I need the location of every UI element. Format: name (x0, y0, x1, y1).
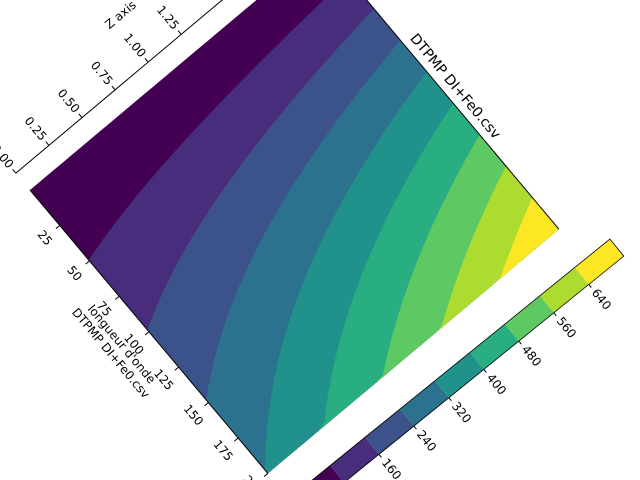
z-tick (12, 168, 17, 174)
contour-band (267, 166, 559, 474)
colorbar-tick (518, 340, 522, 345)
colorbar-tick (483, 369, 487, 373)
z-tick (45, 141, 50, 146)
x-tick (174, 366, 179, 371)
colorbar-segment (504, 295, 554, 342)
x-tick (204, 402, 209, 407)
colorbar-segment (365, 408, 414, 455)
colorbar-tick-label: 560 (554, 314, 579, 341)
z-tick-label: 1.00 (121, 31, 149, 60)
z-tick-label: 1.25 (154, 3, 182, 32)
x-axis (29, 189, 269, 474)
colorbar-segment (435, 352, 484, 398)
colorbar-tick (553, 312, 557, 317)
colorbar-segment (400, 380, 449, 427)
colorbar-tick-label: 640 (589, 286, 614, 313)
x-tick (263, 473, 269, 478)
colorbar-tick-label: 160 (379, 456, 404, 480)
colorbar-segment (470, 323, 519, 370)
colorbar-tick (413, 425, 417, 430)
z-axis (15, 0, 308, 174)
colorbar-tick-label: 240 (414, 428, 439, 455)
z-tick (177, 30, 182, 35)
plot-area: 2550751001251501752000.000.250.500.751.0… (0, 0, 560, 480)
colorbar-segment (295, 465, 344, 480)
x-tick-label: 25 (35, 228, 56, 249)
colorbar-segment (330, 437, 379, 480)
z-tick (144, 57, 149, 63)
z-tick (78, 113, 83, 118)
colorbar-tick (588, 284, 592, 288)
z-tick-label: 0.75 (88, 58, 116, 87)
colorbar-tick (378, 454, 382, 458)
x-tick (55, 225, 61, 230)
x-tick-label: 150 (181, 402, 206, 429)
z-axis-label: Z axis (102, 0, 139, 32)
colorbar-tick-label: 480 (519, 343, 544, 370)
colorbar-segment (574, 239, 624, 285)
colorbar-tick (448, 397, 452, 402)
x-tick-label: 175 (210, 437, 235, 464)
x-tick-label: 200 (240, 473, 265, 480)
z-tick-label: 0.25 (22, 114, 50, 143)
colorbar-frame (294, 238, 625, 480)
x-tick (144, 331, 150, 336)
x-tick (233, 437, 239, 442)
z-tick (111, 85, 116, 91)
colorbar-tick-label: 400 (484, 371, 509, 398)
x-tick (85, 260, 90, 265)
x-tick-label: 50 (64, 263, 85, 284)
x-tick (115, 295, 120, 300)
colorbar-tick-label: 320 (449, 399, 474, 426)
contour-band (267, 197, 559, 474)
top-edge (320, 0, 560, 230)
z-tick-label: 0.00 (0, 142, 16, 171)
colorbar-segment (539, 267, 589, 313)
z-tick-label: 0.50 (55, 86, 83, 115)
